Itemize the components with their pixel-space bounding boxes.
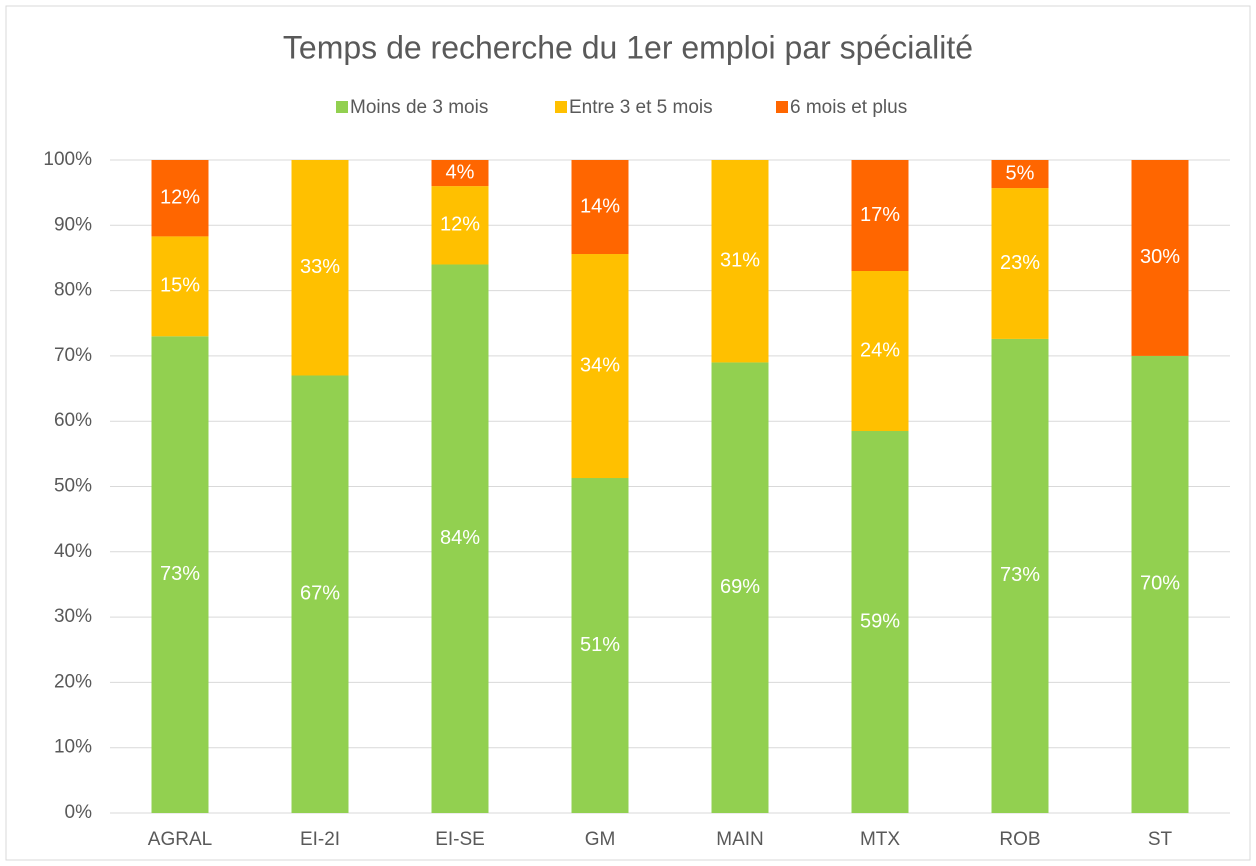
data-label: 70% [1140, 573, 1180, 595]
data-label: 14% [580, 195, 620, 217]
data-label: 34% [580, 354, 620, 376]
y-tick-label: 20% [54, 671, 92, 692]
legend-label: Entre 3 et 5 mois [569, 97, 713, 118]
bar-segment [151, 160, 209, 237]
chart-title: Temps de recherche du 1er emploi par spé… [283, 29, 973, 65]
bar-segment [571, 254, 629, 479]
data-label: 59% [860, 610, 900, 632]
data-label: 73% [160, 563, 200, 585]
legend-label: 6 mois et plus [790, 97, 907, 118]
data-label: 69% [720, 576, 760, 598]
bar-segment [431, 160, 489, 187]
x-tick-label: ST [1148, 829, 1173, 850]
x-tick-label: EI-2I [300, 829, 340, 850]
bar-segment [1131, 160, 1189, 356]
bar-segment [571, 160, 629, 255]
y-tick-label: 70% [54, 345, 92, 366]
data-label: 51% [580, 634, 620, 656]
bar-segment [991, 160, 1049, 189]
x-tick-label: GM [585, 829, 616, 850]
bar-segment [151, 236, 209, 337]
bar-segment [851, 160, 909, 272]
legend-label: Moins de 3 mois [350, 97, 488, 118]
bar-segment [1131, 355, 1189, 813]
x-tick-label: EI-SE [435, 829, 485, 850]
data-label: 30% [1140, 246, 1180, 268]
data-label: 31% [720, 249, 760, 271]
y-tick-label: 30% [54, 606, 92, 627]
bar-segment [991, 188, 1049, 339]
legend-swatch [776, 101, 788, 113]
bar-segment [991, 338, 1049, 813]
data-label: 24% [860, 339, 900, 361]
data-label: 5% [1006, 162, 1035, 184]
bar-segment [571, 478, 629, 813]
y-tick-label: 0% [65, 802, 93, 823]
bar-segment [851, 430, 909, 813]
data-label: 15% [160, 275, 200, 297]
y-tick-label: 80% [54, 280, 92, 301]
y-tick-label: 90% [54, 214, 92, 235]
y-tick-label: 10% [54, 737, 92, 758]
bar-segment [711, 160, 769, 363]
data-label: 73% [1000, 564, 1040, 586]
y-tick-label: 50% [54, 476, 92, 497]
data-label: 12% [160, 186, 200, 208]
data-label: 12% [440, 214, 480, 236]
x-tick-label: MTX [860, 829, 900, 850]
data-label: 23% [1000, 252, 1040, 274]
y-tick-label: 40% [54, 541, 92, 562]
x-tick-label: ROB [999, 829, 1040, 850]
bar-segment [431, 264, 489, 814]
legend-swatch [336, 101, 348, 113]
bar-segment [291, 160, 349, 376]
bar-segment [431, 186, 489, 265]
x-tick-label: MAIN [716, 829, 764, 850]
bar-segment [151, 336, 209, 813]
data-label: 33% [300, 256, 340, 278]
data-label: 4% [446, 161, 475, 183]
data-label: 17% [860, 204, 900, 226]
bar-segment [711, 362, 769, 813]
y-tick-label: 60% [54, 410, 92, 431]
bar-segment [291, 375, 349, 813]
data-label: 67% [300, 583, 340, 605]
bar-segment [851, 271, 909, 431]
data-label: 84% [440, 527, 480, 549]
x-tick-label: AGRAL [148, 829, 212, 850]
legend-swatch [555, 101, 567, 113]
y-tick-label: 100% [43, 149, 92, 170]
